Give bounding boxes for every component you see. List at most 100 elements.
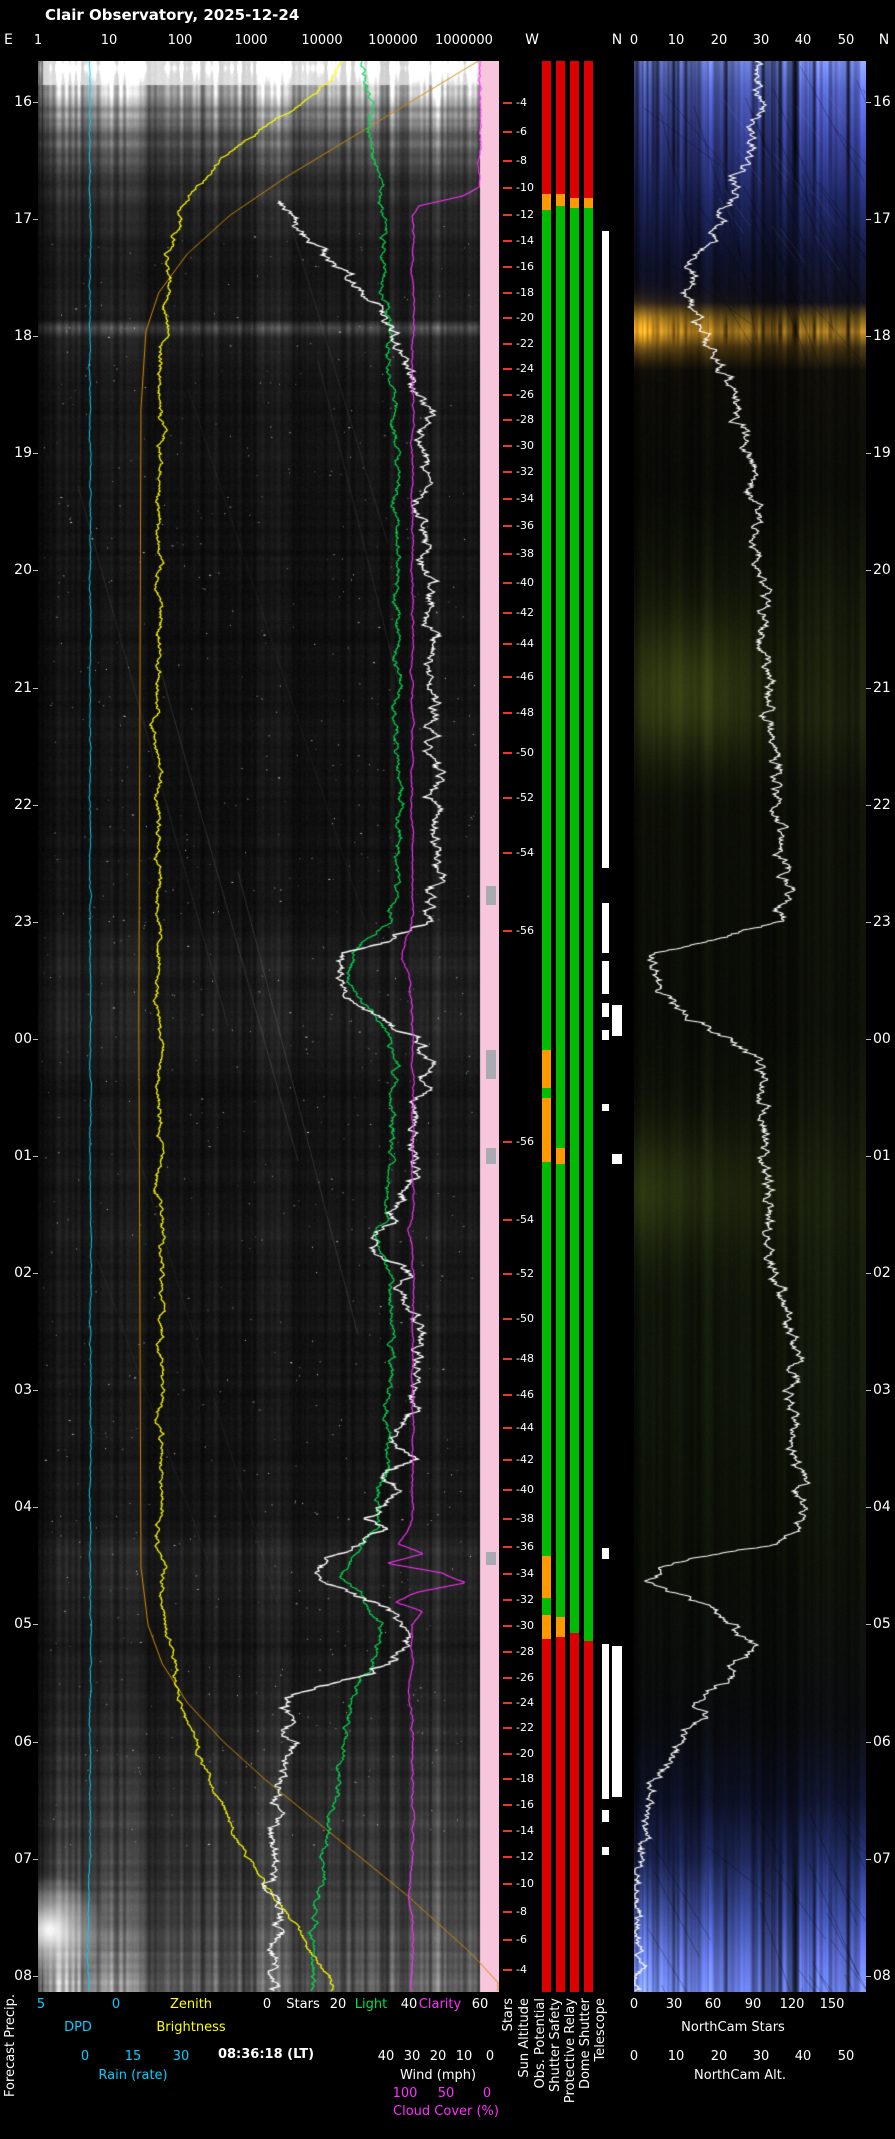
telescope-activity-mark: [602, 1810, 609, 1823]
cloud-axis-tick: 0: [482, 2086, 492, 2101]
hour-tick-right: [866, 1507, 871, 1509]
sun-altitude-tick-mark: [503, 1488, 512, 1491]
northcam-stars-axis-tick: 120: [779, 1997, 805, 2012]
sun-altitude-tick-label: -12: [516, 207, 534, 221]
status-bar-obs-potential: [542, 1088, 551, 1098]
sun-altitude-tick-label: -36: [516, 518, 534, 532]
sun-altitude-tick-label: -32: [516, 1593, 534, 1607]
northcam-stars-axis-tick: 150: [819, 1997, 845, 2012]
status-column-label: Shutter Safety: [548, 1998, 563, 2092]
sun-altitude-tick-mark: [503, 1427, 512, 1430]
hour-label-left: 04: [14, 1499, 32, 1516]
status-bar-obs-potential: [542, 61, 551, 195]
sun-altitude-tick-label: -16: [516, 260, 534, 274]
sun-altitude-tick-label: -26: [516, 387, 534, 401]
sun-altitude-tick-mark: [503, 1803, 512, 1806]
sun-altitude-tick-label: -14: [516, 234, 534, 248]
status-column-label: Stars: [501, 1998, 516, 2032]
sun-altitude-tick-label: -8: [516, 153, 527, 167]
hour-tick-right: [866, 1273, 871, 1275]
hour-label-right: 19: [873, 445, 891, 462]
dpd-axis-min: 0: [111, 1997, 121, 2012]
sun-altitude-tick-mark: [503, 797, 512, 800]
hour-label-left: 07: [14, 1850, 32, 1867]
northcam-stars-axis-tick: 0: [629, 1997, 639, 2012]
sun-altitude-tick-label: -32: [516, 465, 534, 478]
northcam-alt-top-tick: 20: [710, 33, 728, 48]
northcam-alt-top-tick: 10: [667, 33, 685, 48]
northcam-stars-axis-tick: 30: [665, 1997, 683, 2012]
sun-altitude-tick-label: -14: [516, 1823, 534, 1837]
sun-altitude-tick-mark: [503, 643, 512, 646]
sun-altitude-tick-mark: [503, 471, 512, 473]
hour-tick-left: [33, 687, 38, 689]
hour-tick-left: [33, 1975, 38, 1977]
sun-altitude-tick-mark: [503, 240, 512, 243]
hour-tick-right: [866, 921, 871, 923]
wind-axis-tick: 10: [455, 2049, 473, 2064]
status-bar-obs-potential: [542, 1598, 551, 1616]
hour-label-right: 22: [873, 796, 891, 813]
northcam-alt-top-tick: 40: [794, 33, 812, 48]
sun-altitude-tick-mark: [503, 1968, 512, 1971]
sun-altitude-tick-mark: [503, 393, 512, 396]
hour-label-left: 16: [14, 93, 32, 110]
counts-axis-tick: 20: [329, 1997, 347, 2012]
sun-altitude-tick-label: -50: [516, 1312, 534, 1326]
hour-label-right: 07: [873, 1850, 891, 1867]
sun-altitude-tick-mark: [503, 1856, 512, 1859]
status-bar-shutter-safety: [556, 61, 565, 195]
hour-tick-right: [866, 336, 871, 338]
stars-status-mark: [486, 1551, 496, 1566]
sun-altitude-tick-label: -38: [516, 546, 534, 560]
sun-altitude-tick-label: -8: [516, 1904, 527, 1918]
sun-altitude-tick-label: -28: [516, 1645, 534, 1659]
status-bar-shutter-safety: [556, 194, 565, 206]
axis-east-label: E: [4, 32, 13, 48]
status-bar-protective-relay: [570, 61, 579, 199]
status-column-label: Sun Altitude: [517, 1998, 532, 2078]
brightness-axis-tick: 10: [100, 33, 118, 48]
hour-label-right: 18: [873, 328, 891, 345]
sun-altitude-tick-mark: [503, 187, 512, 190]
sun-altitude-tick-mark: [503, 1357, 512, 1360]
rain-legend-label: Rain (rate): [98, 2068, 168, 2083]
stars-status-mark: [486, 1049, 496, 1079]
sun-altitude-tick-mark: [503, 497, 512, 500]
telescope-activity-mark: [602, 902, 609, 954]
hour-tick-left: [33, 921, 38, 923]
sun-altitude-tick-mark: [503, 1778, 512, 1781]
sun-altitude-tick-mark: [503, 1393, 512, 1396]
allsky-keogram-canvas: [38, 61, 499, 1992]
hour-label-left: 00: [14, 1030, 32, 1047]
status-bar-dome-shutter: [584, 61, 593, 199]
status-bar-dome-shutter: [584, 198, 593, 208]
status-bar-shutter-safety: [556, 1163, 565, 1618]
sun-altitude-tick-label: -44: [516, 637, 534, 651]
axis-north-left-label: N: [611, 32, 623, 48]
status-bar-obs-potential: [542, 209, 551, 1050]
sun-altitude-tick-label: -22: [516, 1721, 534, 1735]
axis-north-right-label: N: [878, 32, 890, 48]
sun-altitude-tick-mark: [503, 1651, 512, 1654]
stars-status-mark: [486, 885, 496, 905]
sun-altitude-tick-label: -26: [516, 1670, 534, 1684]
telescope-activity-mark: [602, 960, 609, 994]
hour-label-left: 02: [14, 1265, 32, 1282]
sun-altitude-tick-label: -6: [516, 125, 527, 139]
hour-tick-left: [33, 1858, 38, 1860]
hour-tick-left: [33, 1741, 38, 1743]
hour-tick-right: [866, 804, 871, 806]
dpd-axis-max: 5: [36, 1997, 46, 2012]
northcam-alt-bottom-tick: 0: [629, 2049, 639, 2064]
sun-altitude-tick-mark: [503, 851, 512, 854]
hour-label-right: 00: [873, 1030, 891, 1047]
telescope-activity-mark: [602, 1103, 609, 1112]
sun-altitude-tick-label: -44: [516, 1421, 534, 1435]
hour-tick-left: [33, 570, 38, 572]
sun-altitude-tick-mark: [503, 1829, 512, 1832]
brightness-axis-tick: 1000000: [435, 33, 493, 48]
status-bar-obs-potential: [542, 194, 551, 210]
sun-altitude-tick-mark: [503, 131, 512, 134]
